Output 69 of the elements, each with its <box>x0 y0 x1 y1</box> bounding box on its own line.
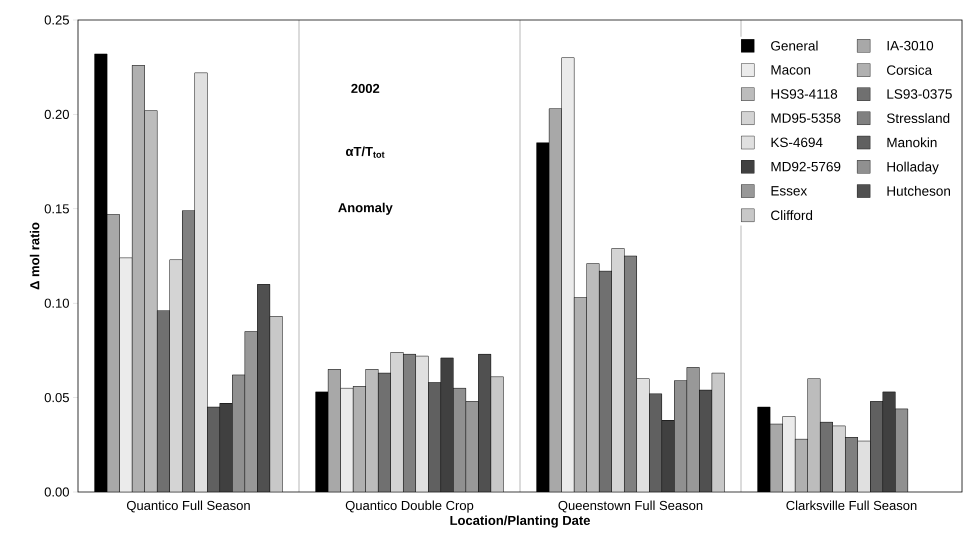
legend-label: General <box>771 40 818 51</box>
bar <box>662 420 674 492</box>
x-tick-label: Clarksville Full Season <box>786 500 916 510</box>
legend-label: Corsica <box>887 64 932 75</box>
bar <box>870 401 884 492</box>
legend-label: Stressland <box>886 113 950 124</box>
bar <box>328 369 341 492</box>
bar <box>624 256 637 492</box>
bar <box>169 260 182 492</box>
bar <box>207 406 220 492</box>
y-tick-label: 0.00 <box>44 487 69 497</box>
bar <box>882 392 896 492</box>
bar <box>599 271 612 492</box>
bar <box>182 210 196 492</box>
x-tick-label: Quantico Full Season <box>126 500 250 512</box>
y-tick-label: 0.15 <box>44 204 69 214</box>
bar <box>562 58 574 492</box>
legend-label: Hutcheson <box>887 186 950 196</box>
legend-label: Essex <box>772 186 808 196</box>
y-tick-label: 0.10 <box>44 298 69 308</box>
bar <box>478 354 492 492</box>
bar <box>820 422 833 492</box>
bar <box>257 284 270 492</box>
bar <box>832 426 846 492</box>
x-axis-title: Location/Planting Date <box>450 515 590 528</box>
bar <box>770 424 783 492</box>
bar <box>636 378 650 492</box>
legend-label: IA-3010 <box>888 40 934 50</box>
annotation: 2002 <box>351 84 380 94</box>
legend-label: MD95-5358 <box>772 113 840 123</box>
bar <box>402 354 416 492</box>
bar <box>156 310 170 492</box>
bar <box>844 436 858 492</box>
bar <box>270 316 283 492</box>
y-tick-label: 0.05 <box>44 392 69 402</box>
legend-label: Manokin <box>887 137 936 148</box>
bar <box>895 408 908 492</box>
legend-label: Macon <box>772 65 810 75</box>
bar <box>428 382 442 492</box>
bar <box>390 352 404 492</box>
bar <box>194 72 208 492</box>
y-tick-label: 0.25 <box>44 15 69 25</box>
y-axis-title: Δ mol ratio <box>30 222 40 290</box>
bar <box>712 372 725 492</box>
x-tick-label: Quantico Double Crop <box>346 500 474 513</box>
legend-label: Holladay <box>887 162 939 174</box>
legend-label: HS93-4118 <box>772 89 838 99</box>
annotation: αT/T$_{tot}$ <box>346 146 384 158</box>
bar <box>490 376 504 492</box>
bar <box>106 214 120 492</box>
bar <box>549 108 562 492</box>
legend-label: MD92-5769 <box>772 162 840 172</box>
bar <box>782 416 796 492</box>
bar <box>378 372 391 492</box>
bar <box>612 248 624 492</box>
bar <box>119 258 132 492</box>
legend-label: KS-4694 <box>772 138 823 148</box>
x-tick-label: Queenstown Full Season <box>558 500 702 512</box>
bar <box>858 440 871 492</box>
bar <box>649 394 662 492</box>
bar <box>340 388 354 492</box>
bar <box>699 390 712 492</box>
bar <box>416 356 429 492</box>
legend-label: LS93-0375 <box>887 89 952 99</box>
annotation: Anomaly <box>338 202 393 215</box>
legend-label: Clifford <box>771 210 812 220</box>
bar <box>440 358 454 492</box>
bar <box>220 403 233 492</box>
y-tick-label: 0.20 <box>44 110 69 119</box>
